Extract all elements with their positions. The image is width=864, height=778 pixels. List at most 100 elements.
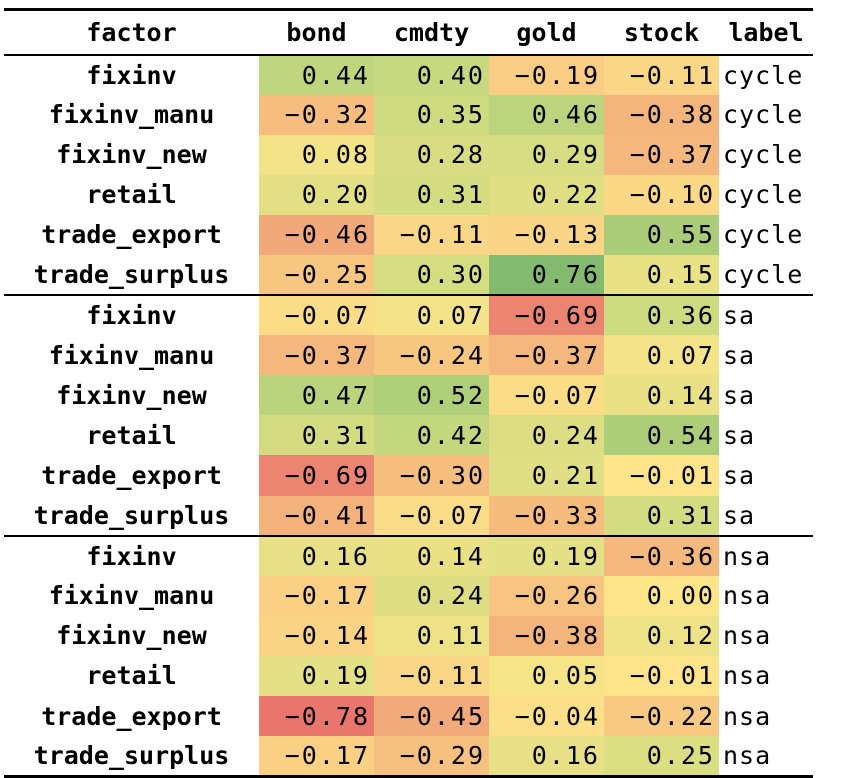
- cell-factor: fixinv: [86, 60, 177, 90]
- cell-factor: trade_export: [41, 220, 222, 250]
- table-row: fixinv 0.16 0.14 0.19 −0.36 nsa: [4, 535, 813, 576]
- cell-gold: 0.22: [489, 174, 604, 215]
- cell-bond: 0.44: [259, 54, 374, 95]
- table-row: fixinv_manu −0.32 0.35 0.46 −0.38 cycle: [4, 94, 813, 135]
- cell-gold: −0.38: [489, 615, 604, 656]
- cell-label: nsa: [723, 541, 772, 571]
- cell-bond: −0.41: [259, 495, 374, 537]
- cell-cmdty: 0.11: [374, 615, 489, 656]
- cell-bond: −0.46: [259, 214, 374, 255]
- cell-cmdty: −0.24: [374, 335, 489, 376]
- cell-cmdty: −0.30: [374, 455, 489, 496]
- cell-stock: −0.11: [604, 54, 719, 95]
- cell-gold: −0.07: [489, 375, 604, 416]
- cell-gold: 0.46: [489, 94, 604, 135]
- cell-label: nsa: [719, 736, 813, 778]
- cell-gold: 0.21: [489, 455, 604, 496]
- table-row: trade_surplus −0.25 0.30 0.76 0.15 cycle: [4, 254, 813, 297]
- table-row: trade_export −0.69 −0.30 0.21 −0.01 sa: [4, 455, 813, 496]
- cell-cmdty: 0.52: [374, 375, 489, 416]
- cell-factor: trade_export: [41, 701, 222, 731]
- cell-label: cycle: [723, 140, 804, 170]
- cell-cmdty: 0.24: [374, 575, 489, 616]
- cell-factor: retail: [86, 661, 177, 691]
- cell-factor: fixinv_manu: [48, 340, 215, 370]
- cell-cmdty: 0.42: [374, 415, 489, 456]
- cell-label: sa: [723, 420, 756, 450]
- table-row: trade_export −0.46 −0.11 −0.13 0.55 cycle: [4, 214, 813, 255]
- cell-stock: 0.07: [604, 335, 719, 376]
- cell-gold: 0.19: [489, 535, 604, 576]
- cell-cmdty: −0.45: [374, 696, 489, 737]
- cell-stock: 0.14: [604, 375, 719, 416]
- cell-factor: trade_export: [41, 460, 222, 490]
- factor-correlation-table: factor bond cmdty gold stock label fixin…: [4, 8, 813, 778]
- cell-bond: 0.47: [259, 375, 374, 416]
- cell-stock: 0.31: [604, 495, 719, 537]
- cell-bond: −0.37: [259, 335, 374, 376]
- cell-gold: 0.29: [489, 134, 604, 175]
- header-bond: bond: [259, 8, 374, 56]
- cell-label: nsa: [723, 621, 772, 651]
- cell-label: cycle: [723, 180, 804, 210]
- table-row: fixinv 0.44 0.40 −0.19 −0.11 cycle: [4, 54, 813, 95]
- table-row: retail 0.20 0.31 0.22 −0.10 cycle: [4, 174, 813, 215]
- cell-factor: trade_surplus: [4, 736, 259, 778]
- cell-cmdty: −0.11: [374, 655, 489, 696]
- table-row: trade_surplus −0.17 −0.29 0.16 0.25 nsa: [4, 736, 813, 778]
- cell-bond: 0.16: [259, 535, 374, 576]
- cell-bond: −0.07: [259, 295, 374, 336]
- cell-label: sa: [719, 495, 813, 537]
- cell-factor: fixinv: [86, 541, 177, 571]
- cell-bond: −0.32: [259, 94, 374, 135]
- cell-bond: 0.08: [259, 134, 374, 175]
- cell-stock: −0.22: [604, 696, 719, 737]
- cell-gold: 0.24: [489, 415, 604, 456]
- cell-bond: 0.20: [259, 174, 374, 215]
- table-row: fixinv_manu −0.37 −0.24 −0.37 0.07 sa: [4, 335, 813, 376]
- cell-stock: 0.36: [604, 295, 719, 336]
- cell-stock: −0.37: [604, 134, 719, 175]
- cell-bond: −0.69: [259, 455, 374, 496]
- cell-gold: −0.33: [489, 495, 604, 537]
- table-row: trade_export −0.78 −0.45 −0.04 −0.22 nsa: [4, 696, 813, 737]
- cell-factor: retail: [86, 420, 177, 450]
- cell-cmdty: 0.28: [374, 134, 489, 175]
- cell-factor: fixinv_manu: [48, 581, 215, 611]
- cell-bond: −0.17: [259, 736, 374, 778]
- cell-gold: −0.19: [489, 54, 604, 95]
- header-stock: stock: [604, 8, 719, 56]
- cell-factor: fixinv_manu: [48, 100, 215, 130]
- cell-factor: fixinv: [86, 301, 177, 331]
- cell-stock: 0.25: [604, 736, 719, 778]
- table-row: trade_surplus −0.41 −0.07 −0.33 0.31 sa: [4, 495, 813, 537]
- cell-label: nsa: [723, 581, 772, 611]
- cell-label: cycle: [723, 60, 804, 90]
- cell-label: sa: [723, 301, 756, 331]
- header-label: label: [719, 8, 813, 56]
- cell-stock: 0.00: [604, 575, 719, 616]
- cell-label: cycle: [719, 254, 813, 297]
- header-cmdty: cmdty: [374, 8, 489, 56]
- cell-label: nsa: [723, 701, 772, 731]
- cell-gold: −0.37: [489, 335, 604, 376]
- cell-cmdty: 0.35: [374, 94, 489, 135]
- cell-bond: −0.25: [259, 254, 374, 297]
- cell-cmdty: 0.30: [374, 254, 489, 297]
- cell-cmdty: −0.07: [374, 495, 489, 537]
- table-row: fixinv_new −0.14 0.11 −0.38 0.12 nsa: [4, 615, 813, 656]
- table-row: fixinv_new 0.47 0.52 −0.07 0.14 sa: [4, 375, 813, 416]
- header-gold: gold: [489, 8, 604, 56]
- cell-stock: −0.36: [604, 535, 719, 576]
- cell-label: nsa: [723, 661, 772, 691]
- cell-label: sa: [723, 460, 756, 490]
- table-row: fixinv_new 0.08 0.28 0.29 −0.37 cycle: [4, 134, 813, 175]
- cell-factor: trade_surplus: [4, 254, 259, 297]
- cell-bond: 0.31: [259, 415, 374, 456]
- cell-stock: 0.15: [604, 254, 719, 297]
- cell-bond: 0.19: [259, 655, 374, 696]
- table-row: retail 0.31 0.42 0.24 0.54 sa: [4, 415, 813, 456]
- cell-cmdty: 0.14: [374, 535, 489, 576]
- cell-bond: −0.78: [259, 696, 374, 737]
